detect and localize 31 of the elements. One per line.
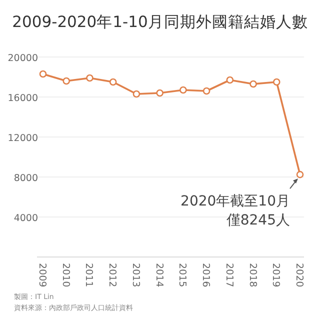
x-tick-label: 2012	[106, 263, 118, 288]
point	[226, 76, 234, 84]
point	[156, 89, 164, 97]
point	[202, 87, 210, 95]
point	[250, 80, 257, 88]
y-tick-label: 12000	[8, 133, 38, 144]
y-tick-label: 20000	[8, 53, 38, 64]
x-tick-label: 2010	[60, 263, 71, 288]
x-tick-label: 2020	[294, 263, 304, 288]
annotation: 2020年截至10月僅8245人	[180, 194, 290, 229]
x-tick-label: 2019	[270, 263, 282, 288]
y-tick-label: 4000	[14, 213, 38, 224]
point	[62, 77, 70, 85]
y-tick-label: 8000	[14, 173, 38, 184]
point	[180, 86, 187, 94]
x-tick-label: 2013	[130, 263, 141, 288]
x-tick-label: 2015	[176, 263, 188, 288]
y-tick-label: 16000	[8, 93, 38, 104]
point	[132, 90, 140, 98]
x-tick-label: 2014	[153, 263, 164, 288]
x-tick-label: 2018	[246, 263, 258, 288]
x-tick-label: 2009	[36, 263, 48, 288]
x-tick-label: 2011	[83, 263, 94, 288]
point	[39, 70, 47, 78]
point	[86, 74, 94, 82]
point	[272, 78, 280, 86]
x-tick-label: 2016	[200, 263, 212, 288]
point	[109, 78, 117, 86]
point	[296, 170, 304, 178]
x-tick-label: 2017	[223, 263, 234, 288]
chart-title: 2009-2020年1-10月同期外國籍結婚人數	[12, 13, 308, 31]
